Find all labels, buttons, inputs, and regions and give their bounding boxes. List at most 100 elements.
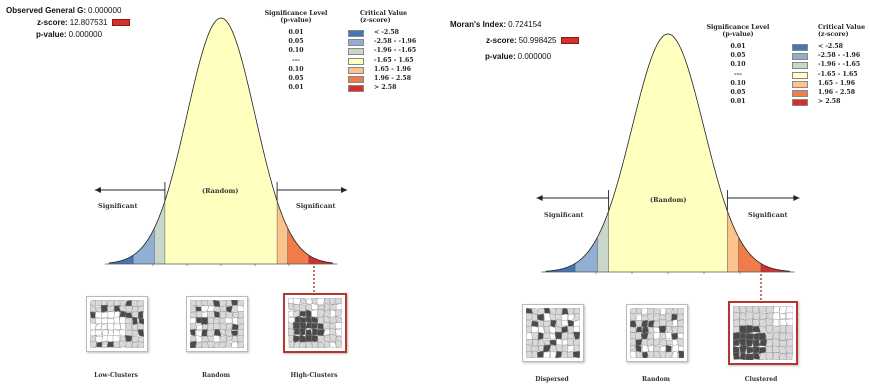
map-region [200,305,209,312]
legend-critical-value: 1.65 - 1.96 [818,79,856,87]
legend-swatch [792,53,808,61]
map-region [630,320,637,328]
map-region [733,306,741,314]
legend-swatch [348,39,364,47]
map-region [190,322,197,331]
legend-p-value: 0.01 [730,98,746,106]
map-region [125,340,134,348]
map-region [566,338,574,346]
curve-band [760,263,791,272]
legend-swatch [792,90,808,97]
map-region [131,330,140,336]
curve-outline [545,33,790,272]
legend-p-value: 0.10 [288,47,304,55]
map-random [186,296,248,352]
legend-p-value: 0.01 [288,29,304,36]
stat-line: p-value: 0.000000 [485,52,552,61]
legend-row: 0.01 > 2.58 [704,98,870,107]
legend-critical-value: 1.65 - 1.96 [374,65,412,73]
map-region [225,335,233,342]
curve-band [164,18,278,265]
map-region [113,341,122,348]
map-region [230,330,239,337]
map-region [664,351,673,358]
map-region [758,332,767,341]
stat-line: p-value: 0.000000 [36,30,103,39]
map-region [548,345,557,353]
legend-critical-value: 1.96 - 2.58 [374,75,412,82]
map-region [207,310,216,319]
map-region [753,332,761,341]
map-region [195,342,203,348]
legend-row: 0.10 1.65 - 1.96 [262,66,432,74]
map-region [324,340,331,348]
map-region [630,344,637,352]
map-region [537,313,545,322]
map-region [299,304,306,312]
legend-critical-value: > 2.58 [818,98,841,106]
map-region [758,306,767,313]
map-region [224,317,233,324]
map-region [630,313,637,322]
map-region [137,340,144,348]
map-caption: Random [202,372,230,379]
map-region [323,298,330,306]
map-region [785,306,793,315]
map-region [733,345,740,355]
curve-band [727,210,739,272]
map-region [785,312,793,320]
map-region [317,323,325,330]
arrowhead-right [341,187,348,193]
legend-p-value: 0.05 [730,89,746,96]
map-graphic [90,300,144,348]
map-region [560,351,568,358]
legend-row: 0.05 -2.58 - -1.96 [262,38,432,47]
normal-curve [94,17,348,292]
curve-band [575,237,598,272]
map-region [200,317,209,325]
map-region [745,332,755,341]
legend-p-value: --- [292,56,300,64]
map-region [772,351,780,360]
map-region [323,334,332,342]
map-region [752,318,760,328]
map-region [636,350,642,358]
map-region [206,341,216,348]
map-region [530,325,540,334]
legend-critical-value: -1.65 - 1.65 [818,70,858,78]
map-region [630,350,637,358]
map-region [190,306,197,313]
significance-legend: Significance Level (p-value) Critical Val… [262,10,432,120]
map-region [658,339,667,347]
map-region [293,340,301,348]
map-caption: Dispersed [535,376,569,383]
curve-band [597,210,609,272]
legend-critical-value: 1.96 - 2.58 [818,89,856,96]
map-region [560,313,568,322]
map-region [567,319,575,328]
stat-line: z-score: 12.807531 [37,18,130,28]
map-region [573,319,580,328]
map-region [190,340,197,348]
map-region [765,318,774,328]
zscore-marker [560,37,579,45]
normal-curve [536,33,800,300]
arrowhead-left [536,195,543,201]
map-region [568,332,575,340]
map-region [305,334,313,342]
map-region [772,325,781,335]
legend-swatch [792,44,808,51]
legend-critical-value: -1.65 - 1.65 [374,56,414,64]
map-region [299,311,307,318]
legend-header-c: Critical Value (z-score) [360,10,408,24]
map-region [531,320,540,328]
map-region [550,319,557,328]
map-region [765,351,773,360]
map-region [641,319,649,328]
map-region [334,309,342,317]
map-region [106,304,115,312]
map-region [574,313,580,321]
map-region [771,311,781,320]
map-region [753,352,761,360]
map-region [219,305,227,312]
